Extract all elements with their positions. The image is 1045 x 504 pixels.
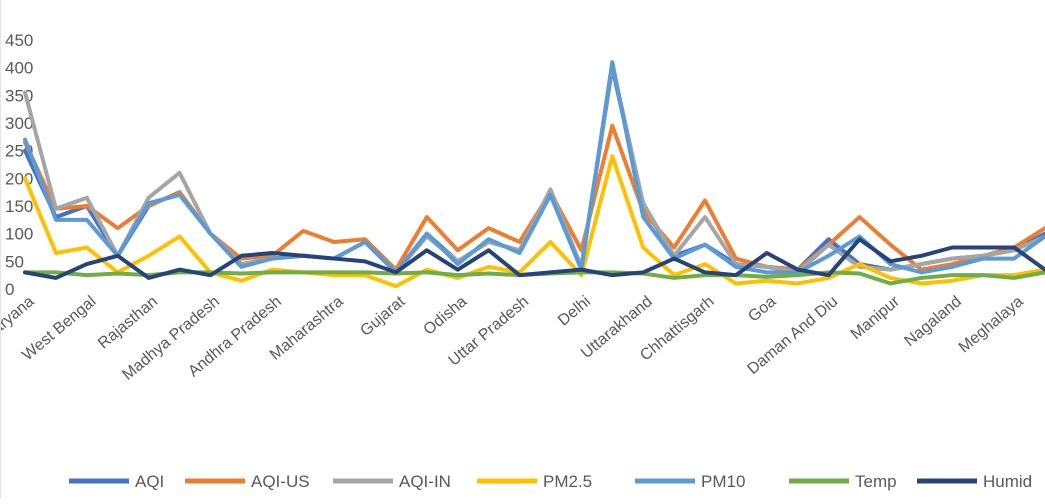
legend-label-aqi-us: AQI-US: [251, 472, 310, 491]
y-tick-label: 100: [5, 225, 33, 244]
series-line-humid: [23, 237, 1045, 280]
x-tick-label: Nagaland: [901, 293, 964, 350]
y-tick-label: 50: [5, 252, 24, 271]
legend-label-aqi-in: AQI-IN: [399, 472, 451, 491]
x-tick-label: Haryana: [1, 293, 38, 345]
series-line-aqi: [23, 65, 1045, 275]
plot-area: [23, 60, 1045, 289]
series-line-pm2-5: [23, 154, 1045, 289]
x-tick-label: Manipur: [848, 293, 904, 344]
x-tick-label: Odisha: [421, 293, 471, 339]
series-line-aqi-us: [23, 123, 1045, 272]
series-line-pm10: [23, 60, 1045, 275]
legend: AQI AQI-US AQI-IN PM2.5 PM10 Temp Humid: [69, 472, 1032, 491]
y-tick-label: 150: [5, 197, 33, 216]
y-tick-label: 450: [5, 31, 33, 50]
series-line-aqi-in: [23, 62, 1045, 275]
y-tick-label: 0: [5, 280, 14, 299]
x-tick-label: Delhi: [555, 293, 594, 329]
legend-label-humid: Humid: [983, 472, 1032, 491]
legend-label-pm10: PM10: [701, 472, 745, 491]
x-tick-label: Meghalaya: [956, 293, 1027, 356]
legend-label-temp: Temp: [855, 472, 897, 491]
y-tick-label: 300: [5, 114, 33, 133]
legend-label-aqi: AQI: [135, 472, 164, 491]
x-tick-label: Goa: [745, 293, 779, 326]
legend-label-pm2-5: PM2.5: [543, 472, 592, 491]
y-tick-label: 400: [5, 59, 33, 78]
x-tick-label: Gujarat: [357, 293, 409, 340]
